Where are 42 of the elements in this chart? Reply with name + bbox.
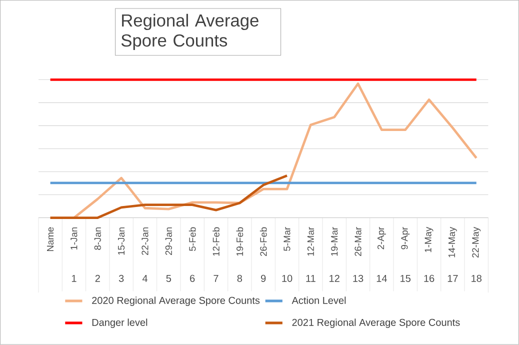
x-tick-label: 8-Jan: [94, 228, 101, 250]
text: 2: [95, 274, 100, 282]
text: 14: [376, 275, 387, 282]
text: 3: [118, 274, 124, 282]
x-tick-label: Name: [47, 227, 54, 252]
legend-label: Action Level: [292, 296, 346, 304]
text: 17: [448, 275, 458, 282]
legend-label: 2020 Regional Average Spore Counts: [92, 296, 260, 306]
legend-label: Danger level: [92, 318, 148, 328]
text: 11: [306, 275, 316, 282]
x-tick-label: 12-Mar: [307, 227, 314, 256]
x-tick-label: 1-May: [424, 226, 434, 252]
x-tick-label: 9-Apr: [401, 227, 410, 250]
x-tick-label: 22-Jan: [142, 228, 148, 256]
text: 16: [424, 274, 434, 282]
text: 8: [237, 274, 242, 282]
x-tick-label: 14-May: [448, 226, 457, 258]
x-tick-label: 5-Feb: [188, 227, 196, 251]
text: 5: [166, 275, 172, 282]
x-tick-label: 19-Feb: [236, 227, 244, 256]
text: 7: [214, 275, 218, 282]
chart-title: Regional Average Spore Counts: [121, 14, 258, 50]
x-tick-label: 26-Mar: [354, 227, 362, 256]
text: 4: [142, 275, 148, 282]
x-tick-label: 19-Mar: [331, 227, 338, 256]
x-tick-label: 12-Feb: [212, 227, 220, 256]
text: 18: [472, 274, 482, 282]
x-tick-label: 2-Apr: [377, 227, 386, 250]
text: 1: [72, 275, 76, 282]
text: 12: [330, 274, 340, 282]
legend-label: 2021 Regional Average Spore Counts: [292, 318, 460, 328]
x-tick-label: 5-Mar: [284, 227, 290, 251]
x-tick-label: 29-Jan: [165, 228, 172, 256]
x-tick-label: 15-Jan: [118, 228, 125, 255]
text: 13: [353, 274, 364, 282]
text: 15: [400, 275, 411, 282]
x-tick-label: 1-Jan: [70, 228, 78, 250]
text: 10: [282, 274, 292, 282]
x-tick-label: 26-Feb: [260, 227, 267, 256]
text: 6: [190, 274, 195, 282]
text: 9: [261, 274, 266, 282]
x-tick-label: 22-May: [472, 226, 481, 258]
